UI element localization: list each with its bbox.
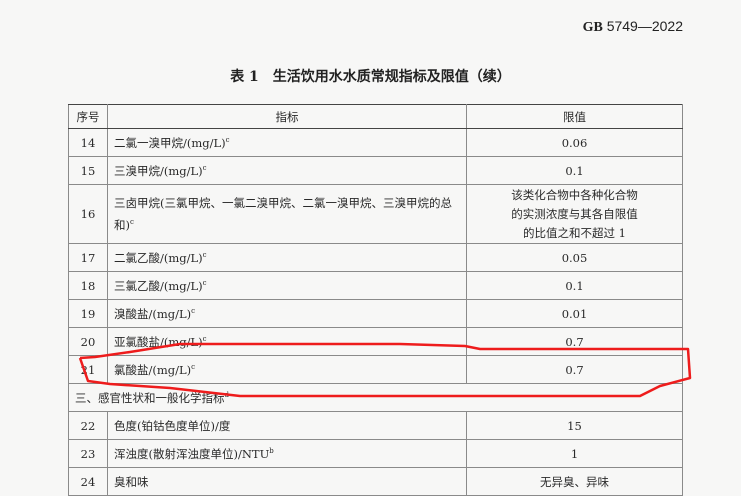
row-limit: 该类化合物中各种化合物的实测浓度与其各自限值的比值之和不超过 1 (466, 184, 683, 244)
row-number: 21 (68, 355, 108, 384)
row-limit: 0.1 (466, 156, 683, 185)
table-row: 15 三溴甲烷/(mg/L)c 0.1 (68, 156, 683, 185)
table-row: 24 臭和味 无异臭、异味 (68, 467, 683, 496)
row-indicator: 三溴甲烷/(mg/L)c (107, 156, 467, 185)
row-limit: 15 (466, 411, 683, 440)
row-number: 24 (68, 467, 108, 496)
col-header-indicator: 指标 (107, 104, 467, 129)
table-row: 20 亚氯酸盐/(mg/L)c 0.7 (68, 327, 683, 356)
standard-number: GB 5749—2022 (582, 18, 683, 35)
row-number: 19 (68, 299, 108, 328)
table-row: 19 溴酸盐/(mg/L)c 0.01 (68, 299, 683, 328)
table-row: 18 三氯乙酸/(mg/L)c 0.1 (68, 271, 683, 300)
table-row: 17 二氯乙酸/(mg/L)c 0.05 (68, 243, 683, 272)
footnote-mark: c (202, 334, 207, 343)
row-indicator: 色度(铂钴色度单位)/度 (107, 411, 467, 440)
table-header: 序号 指标 限值 (68, 104, 683, 129)
row-indicator: 三卤甲烷(三氯甲烷、一氯二溴甲烷、二氯一溴甲烷、三溴甲烷的总和)c (107, 184, 467, 244)
footnote-mark: c (202, 250, 207, 259)
row-limit: 0.7 (466, 327, 683, 356)
row-limit: 无异臭、异味 (466, 467, 683, 496)
row-number: 20 (68, 327, 108, 356)
row-number: 18 (68, 271, 108, 300)
row-indicator: 氯酸盐/(mg/L)c (107, 355, 467, 384)
row-limit: 0.05 (466, 243, 683, 272)
row-number: 17 (68, 243, 108, 272)
row-limit: 0.06 (466, 128, 683, 157)
row-limit: 1 (466, 439, 683, 468)
row-indicator: 臭和味 (107, 467, 467, 496)
row-indicator: 浑浊度(散射浑浊度单位)/NTUb (107, 439, 467, 468)
row-number: 16 (68, 184, 108, 244)
table-row: 21 氯酸盐/(mg/L)c 0.7 (68, 355, 683, 384)
col-header-no: 序号 (68, 104, 108, 129)
footnote-mark: c (191, 362, 196, 371)
row-number: 22 (68, 411, 108, 440)
row-limit: 0.7 (466, 355, 683, 384)
row-number: 14 (68, 128, 108, 157)
water-quality-table: 序号 指标 限值 14 二氯一溴甲烷/(mg/L)c 0.06 15 三溴甲烷/(… (68, 104, 683, 496)
row-indicator: 二氯一溴甲烷/(mg/L)c (107, 128, 467, 157)
col-header-limit: 限值 (466, 104, 683, 129)
footnote-mark: c (202, 278, 207, 287)
row-indicator: 三氯乙酸/(mg/L)c (107, 271, 467, 300)
row-number: 23 (68, 439, 108, 468)
row-number: 15 (68, 156, 108, 185)
row-indicator: 二氯乙酸/(mg/L)c (107, 243, 467, 272)
row-indicator: 溴酸盐/(mg/L)c (107, 299, 467, 328)
table-row: 22 色度(铂钴色度单位)/度 15 (68, 411, 683, 440)
row-limit: 0.01 (466, 299, 683, 328)
row-indicator: 亚氯酸盐/(mg/L)c (107, 327, 467, 356)
table-row: 16 三卤甲烷(三氯甲烷、一氯二溴甲烷、二氯一溴甲烷、三溴甲烷的总和)c 该类化… (68, 184, 683, 244)
section-row: 三、感官性状和一般化学指标d (68, 383, 683, 412)
footnote-mark: b (269, 446, 274, 455)
table-row: 14 二氯一溴甲烷/(mg/L)c 0.06 (68, 128, 683, 157)
row-limit: 0.1 (466, 271, 683, 300)
table-row: 23 浑浊度(散射浑浊度单位)/NTUb 1 (68, 439, 683, 468)
table-title: 表 1 生活饮用水水质常规指标及限值（续） (230, 69, 511, 85)
footnote-mark: c (191, 306, 196, 315)
footnote-mark: c (202, 163, 207, 172)
footnote-mark: c (130, 217, 134, 226)
footnote-mark: c (225, 135, 230, 144)
section-label: 三、感官性状和一般化学指标d (68, 383, 683, 412)
